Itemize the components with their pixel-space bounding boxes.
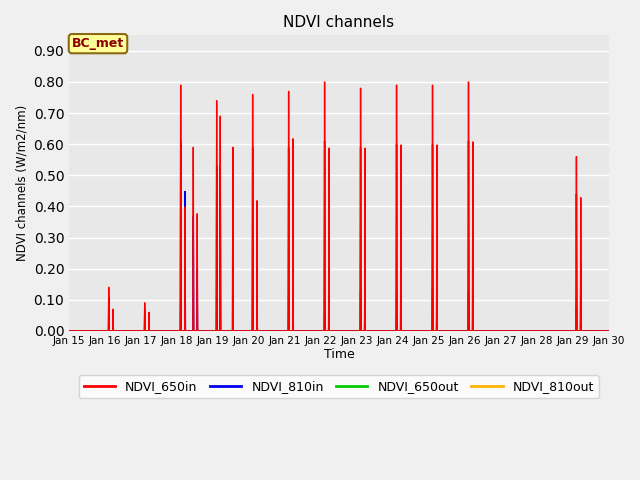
NDVI_650in (184, 328, 191, 334)
Legend: NDVI_650in, NDVI_810in, NDVI_650out, NDVI_810out: NDVI_650in, NDVI_810in, NDVI_650out, NDV… (79, 375, 599, 398)
Line: NDVI_650out: NDVI_650out (69, 288, 609, 331)
NDVI_810in (336, 328, 344, 334)
NDVI_650out (173, 328, 180, 334)
NDVI_810in (177, 138, 184, 144)
NDVI_650out (372, 328, 380, 334)
NDVI_650in (605, 328, 612, 334)
NDVI_650out (429, 285, 436, 290)
X-axis label: Time: Time (324, 348, 355, 361)
NDVI_810out (173, 328, 180, 334)
NDVI_810in (184, 328, 191, 334)
Line: NDVI_650in: NDVI_650in (69, 82, 609, 331)
NDVI_650out (184, 328, 191, 334)
NDVI_650out (65, 328, 73, 334)
NDVI_650in (65, 328, 73, 334)
NDVI_650out (145, 328, 152, 334)
NDVI_810out (184, 328, 191, 334)
NDVI_650in (103, 328, 111, 334)
NDVI_810out (372, 328, 380, 334)
NDVI_810out (103, 328, 111, 334)
Y-axis label: NDVI channels (W/m2/nm): NDVI channels (W/m2/nm) (15, 105, 28, 261)
NDVI_810out (429, 285, 436, 290)
Line: NDVI_810in: NDVI_810in (69, 141, 609, 331)
NDVI_650in (145, 328, 152, 334)
NDVI_810in (103, 328, 111, 334)
NDVI_810in (372, 328, 380, 334)
NDVI_650in (465, 79, 472, 85)
NDVI_650out (103, 328, 111, 334)
NDVI_810out (605, 328, 612, 334)
NDVI_650in (173, 328, 180, 334)
NDVI_810out (65, 328, 73, 334)
NDVI_810out (336, 328, 344, 334)
Title: NDVI channels: NDVI channels (284, 15, 394, 30)
NDVI_810in (65, 328, 73, 334)
Line: NDVI_810out: NDVI_810out (69, 288, 609, 331)
NDVI_810in (145, 328, 152, 334)
NDVI_810out (145, 328, 152, 334)
NDVI_810in (605, 328, 612, 334)
Text: BC_met: BC_met (72, 37, 124, 50)
NDVI_650in (336, 328, 344, 334)
NDVI_810in (173, 328, 180, 334)
NDVI_650out (336, 328, 344, 334)
NDVI_650in (372, 328, 380, 334)
NDVI_650out (605, 328, 612, 334)
